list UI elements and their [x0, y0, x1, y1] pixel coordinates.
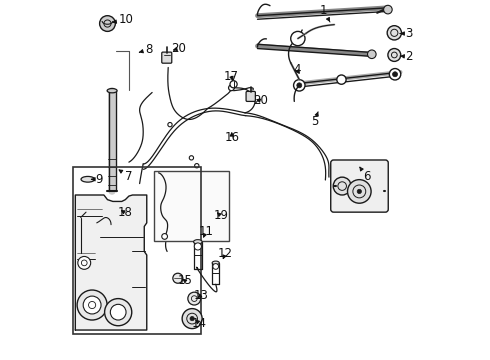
Text: 19: 19 — [213, 209, 228, 222]
Ellipse shape — [194, 240, 202, 244]
Circle shape — [194, 243, 201, 250]
Ellipse shape — [81, 176, 95, 182]
Circle shape — [99, 16, 115, 31]
Text: 11: 11 — [198, 225, 213, 238]
Circle shape — [189, 156, 194, 160]
Circle shape — [390, 68, 401, 80]
Circle shape — [83, 296, 101, 314]
Circle shape — [347, 180, 371, 203]
Text: 8: 8 — [139, 43, 152, 56]
Circle shape — [195, 163, 199, 168]
Circle shape — [337, 75, 346, 84]
Text: 1: 1 — [320, 4, 330, 22]
Bar — [154, 171, 229, 241]
Text: 15: 15 — [177, 274, 193, 287]
Text: 6: 6 — [360, 167, 370, 183]
Circle shape — [368, 50, 376, 59]
Text: 13: 13 — [194, 288, 209, 302]
Circle shape — [388, 49, 401, 62]
Circle shape — [387, 26, 401, 40]
Ellipse shape — [212, 261, 220, 265]
Text: 12: 12 — [218, 247, 233, 260]
Text: 3: 3 — [400, 27, 413, 40]
Circle shape — [110, 304, 126, 320]
Text: 4: 4 — [293, 63, 300, 76]
Circle shape — [291, 31, 305, 46]
Circle shape — [188, 292, 201, 305]
Text: 16: 16 — [224, 131, 239, 144]
Circle shape — [213, 264, 219, 269]
Text: 20: 20 — [172, 42, 186, 55]
Circle shape — [384, 5, 392, 14]
Bar — [73, 167, 201, 334]
Text: 17: 17 — [224, 70, 239, 83]
Text: 20: 20 — [253, 94, 268, 107]
Circle shape — [162, 234, 168, 239]
Text: 7: 7 — [119, 170, 133, 183]
Circle shape — [294, 80, 305, 91]
Circle shape — [190, 316, 194, 321]
Circle shape — [104, 298, 132, 326]
Circle shape — [230, 81, 237, 88]
Circle shape — [168, 122, 172, 127]
FancyBboxPatch shape — [331, 160, 388, 212]
FancyBboxPatch shape — [246, 91, 255, 102]
Text: 18: 18 — [118, 206, 133, 219]
Ellipse shape — [107, 89, 117, 93]
Circle shape — [77, 290, 107, 320]
Circle shape — [333, 177, 351, 195]
Circle shape — [182, 309, 202, 329]
FancyBboxPatch shape — [162, 52, 172, 63]
Text: 2: 2 — [400, 50, 413, 63]
Circle shape — [392, 72, 397, 77]
Circle shape — [78, 256, 91, 269]
Text: 14: 14 — [192, 317, 207, 330]
Text: 9: 9 — [92, 173, 102, 186]
Circle shape — [173, 273, 183, 283]
Text: 10: 10 — [113, 13, 134, 27]
Circle shape — [357, 189, 362, 194]
Circle shape — [297, 83, 302, 88]
Circle shape — [228, 85, 234, 91]
Text: 5: 5 — [311, 112, 318, 127]
Polygon shape — [75, 195, 147, 330]
